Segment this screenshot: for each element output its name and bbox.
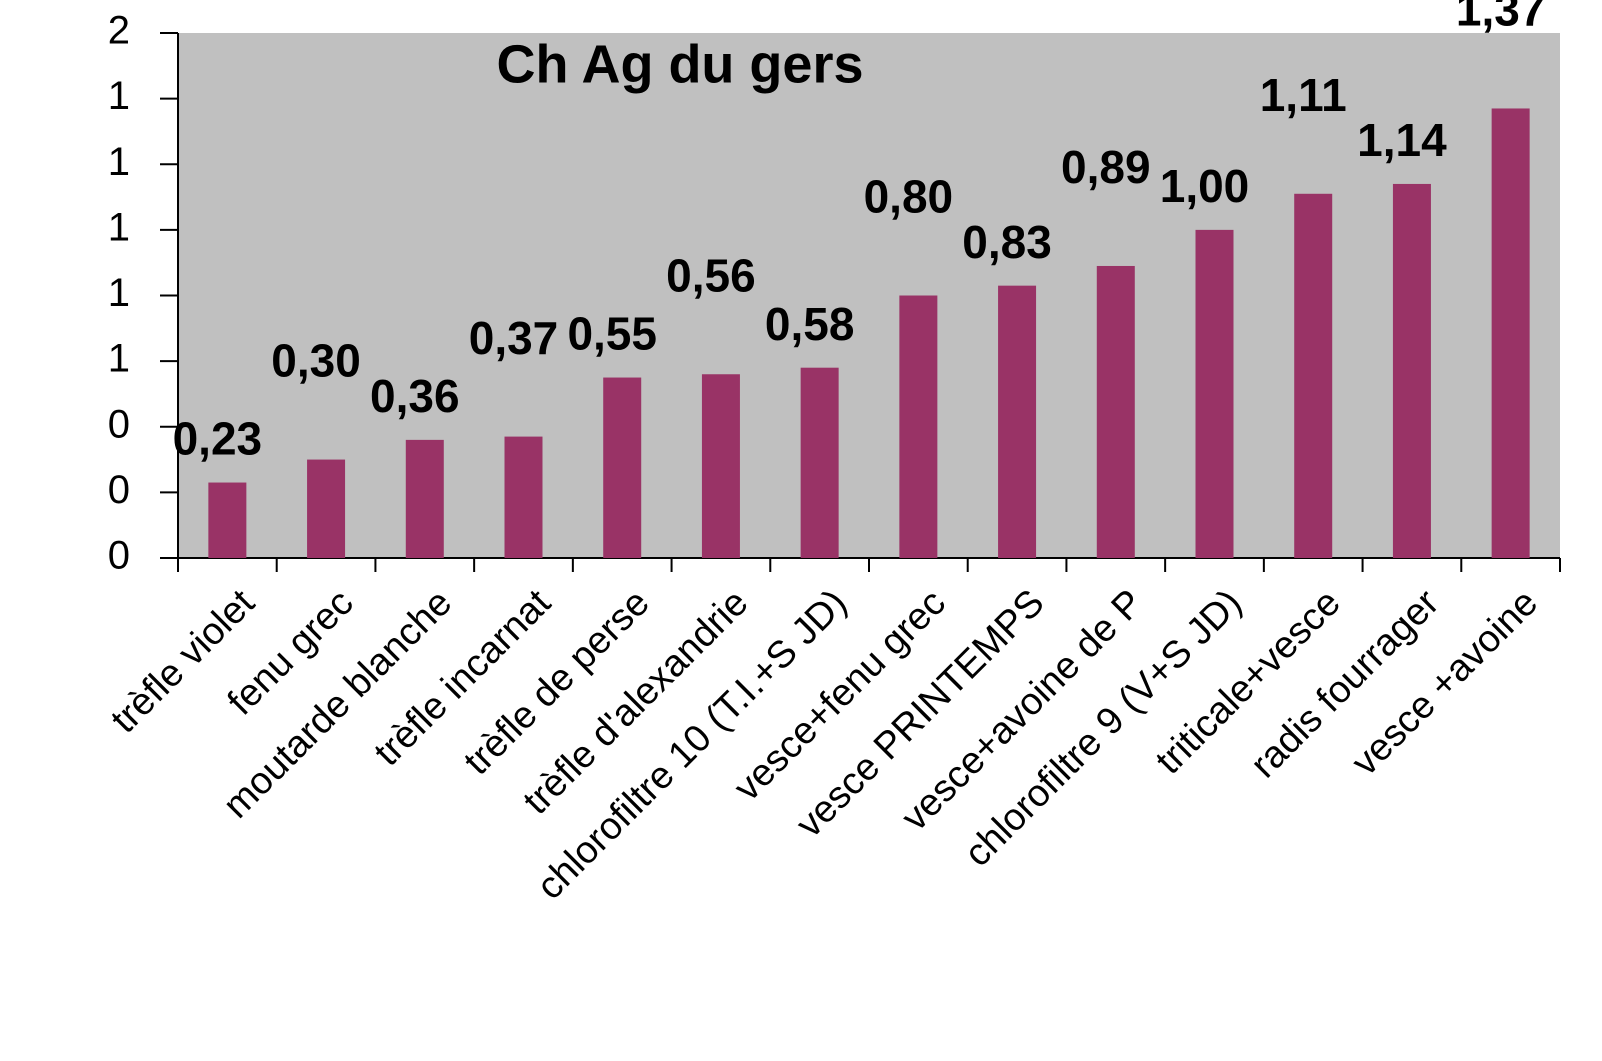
y-tick-label: 0 [108,468,130,512]
bar [1392,183,1431,558]
y-tick-label: 1 [108,205,130,249]
value-label: 0,55 [567,308,657,360]
bar [603,377,642,558]
value-label: 0,30 [271,335,361,387]
y-tick-label: 1 [108,140,130,184]
bar [1096,265,1135,558]
x-tick-label: trèfle incarnat [366,581,559,774]
y-tick-label: 0 [108,534,130,578]
chart-title: Ch Ag du gers [496,34,863,94]
bar [998,285,1037,558]
y-tick-label: 1 [108,271,130,315]
y-tick-label: 2 [108,9,130,53]
value-label: 0,58 [765,298,855,350]
value-label: 0,89 [1061,141,1151,193]
value-label: 0,56 [666,249,756,301]
y-tick-label: 0 [108,402,130,446]
value-label: 1,11 [1260,69,1347,121]
bar [800,367,839,558]
value-label: 0,80 [864,171,954,223]
bar [701,374,740,558]
bar [1195,229,1234,558]
value-label: 1,14 [1357,114,1447,166]
x-tick-label: trèfle violet [103,581,263,741]
y-tick-label: 1 [108,74,130,118]
bar [899,295,938,558]
value-label: 1,00 [1160,160,1250,212]
bar [504,436,543,558]
value-label: 0,36 [370,370,460,422]
bar [307,459,346,558]
value-label: 0,37 [469,312,559,364]
value-label: 1,37 [1456,0,1546,36]
y-tick-label: 1 [108,337,130,381]
value-label: 0,23 [173,413,263,465]
bar [405,439,444,558]
value-label: 0,83 [962,216,1052,268]
plot-area [178,33,1560,558]
bar [208,482,247,558]
bar [1294,193,1333,558]
bar [1491,108,1530,558]
